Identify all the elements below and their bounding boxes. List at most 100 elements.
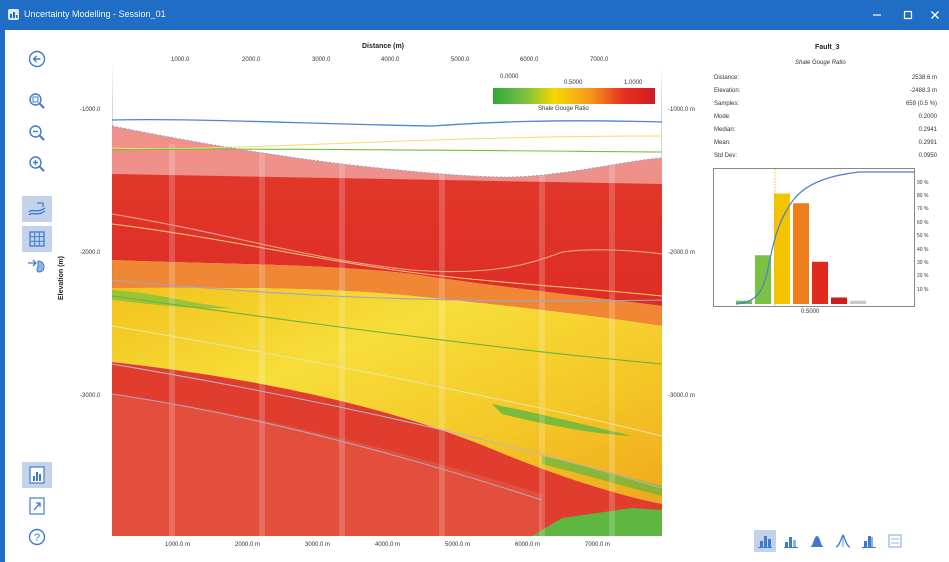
histogram-x-tick: 0.5000 (801, 309, 820, 315)
section-plot-canvas[interactable] (111, 63, 663, 537)
histogram-settings-button[interactable] (884, 530, 906, 552)
info-subtitle: Shale Gouge Ratio (795, 60, 846, 66)
histogram-chart[interactable] (713, 168, 915, 307)
right-tick-label: -2000.0 m (668, 250, 696, 256)
histogram-bar (850, 300, 866, 304)
minimize-button[interactable] (859, 0, 895, 30)
pick-button[interactable] (22, 253, 52, 279)
percent-tick: 20 % (917, 273, 929, 279)
percent-tick: 30 % (917, 260, 929, 266)
info-value: 2538.6 m (911, 75, 937, 81)
zoom-fit-icon (29, 93, 45, 109)
section-plot[interactable]: 0.0000 0.5000 1.0000 Shale Gouge Ratio (111, 63, 663, 537)
chart-panel-icon (29, 466, 45, 484)
info-value: -2488.3 m (909, 88, 937, 94)
legend-min-label: 0.0000 (500, 74, 519, 80)
left-tick-label: -1000.0 (80, 107, 101, 113)
close-button[interactable] (920, 0, 949, 30)
histogram-bar (812, 261, 828, 304)
info-label: Samples: (714, 101, 740, 107)
info-label: Std Dev: (714, 153, 738, 159)
bottom-tick-label: 7000.0 m (585, 542, 611, 548)
histogram-canvas (735, 169, 914, 306)
stacked-histogram-icon (784, 537, 798, 548)
export-icon (29, 497, 45, 515)
bottom-tick-label: 1000.0 m (165, 542, 191, 548)
close-icon (930, 11, 939, 19)
bottom-tick-label: 2000.0 m (235, 542, 261, 548)
info-label: Mean: (714, 140, 731, 146)
top-tick-label: 3000.0 (312, 57, 331, 63)
bottom-tick-label: 5000.0 m (445, 542, 471, 548)
cumulative-curve (735, 171, 914, 305)
percent-tick: 90 % (917, 180, 929, 186)
histogram-view-button[interactable] (754, 530, 776, 552)
info-value: 0.2941 (918, 127, 937, 133)
legend-mid-label: 0.5000 (564, 80, 583, 86)
histogram-bar (774, 193, 790, 304)
zoom-out-icon (29, 125, 45, 141)
right-tick-label: -1000.0 m (668, 107, 696, 113)
top-tick-label: 4000.0 (381, 57, 400, 63)
grid-toggle[interactable] (22, 226, 52, 252)
settings-icon (888, 534, 902, 548)
window-border (0, 30, 5, 562)
bottom-tick-label: 4000.0 m (375, 542, 401, 548)
color-legend: 0.0000 0.5000 1.0000 Shale Gouge Ratio (492, 72, 657, 120)
right-tick-label: -3000.0 m (668, 393, 696, 399)
zoom-in-icon (29, 156, 45, 172)
zoom-out-button[interactable] (22, 120, 52, 146)
export-button[interactable] (22, 493, 52, 519)
maximize-icon (903, 10, 913, 20)
maximize-button[interactable] (890, 0, 926, 30)
legend-max-label: 1.0000 (624, 80, 643, 86)
top-tick-label: 2000.0 (242, 57, 261, 63)
bottom-tick-label: 3000.0 m (305, 542, 331, 548)
histogram-bar (793, 203, 809, 304)
zoom-fit-button[interactable] (22, 88, 52, 114)
top-tick-label: 6000.0 (520, 57, 539, 63)
legend-title: Shale Gouge Ratio (538, 106, 589, 112)
percent-tick: 80 % (917, 193, 929, 199)
stacked-histogram-button[interactable] (780, 530, 802, 552)
title-bar: Uncertainty Modelling - Session_01 (0, 0, 949, 30)
top-tick-label: 1000.0 (171, 57, 190, 63)
minimize-icon (873, 14, 881, 16)
svg-text:?: ? (34, 532, 40, 544)
x-axis-title: Distance (m) (362, 43, 405, 50)
histogram-bar (831, 297, 847, 304)
percent-tick: 60 % (917, 220, 929, 226)
info-value: 659 (0.5 %) (905, 101, 937, 107)
info-title: Fault_3 (815, 44, 840, 51)
zoom-in-button[interactable] (22, 151, 52, 177)
left-tick-label: -3000.0 (80, 393, 101, 399)
info-value: 0.2991 (918, 140, 937, 146)
percentile-button[interactable] (858, 530, 880, 552)
histogram-icon (758, 536, 772, 548)
info-label: Median: (714, 127, 736, 133)
cumulative-icon (835, 534, 851, 548)
app-icon (8, 9, 19, 20)
back-button[interactable] (22, 46, 52, 72)
horizons-toggle[interactable] (22, 196, 52, 222)
info-label: Mode: (714, 114, 731, 120)
y-axis-title: Elevation (m) (58, 256, 65, 300)
help-icon: ? (28, 528, 46, 546)
top-tick-label: 7000.0 (590, 57, 609, 63)
percent-tick: 50 % (917, 233, 929, 239)
info-label: Elevation: (714, 88, 741, 94)
info-label: Distance: (714, 75, 740, 81)
chart-panel-toggle[interactable] (22, 462, 52, 488)
help-button[interactable]: ? (22, 524, 52, 550)
left-tick-label: -2000.0 (80, 250, 101, 256)
window-title: Uncertainty Modelling - Session_01 (24, 9, 166, 19)
percent-tick: 10 % (917, 287, 929, 293)
back-arrow-icon (28, 50, 46, 68)
cumulative-button[interactable] (832, 530, 854, 552)
horizons-icon (28, 202, 46, 216)
top-tick-label: 5000.0 (451, 57, 470, 63)
distribution-icon (810, 536, 824, 547)
distribution-button[interactable] (806, 530, 828, 552)
bottom-tick-label: 6000.0 m (515, 542, 541, 548)
percentile-icon (862, 536, 876, 548)
